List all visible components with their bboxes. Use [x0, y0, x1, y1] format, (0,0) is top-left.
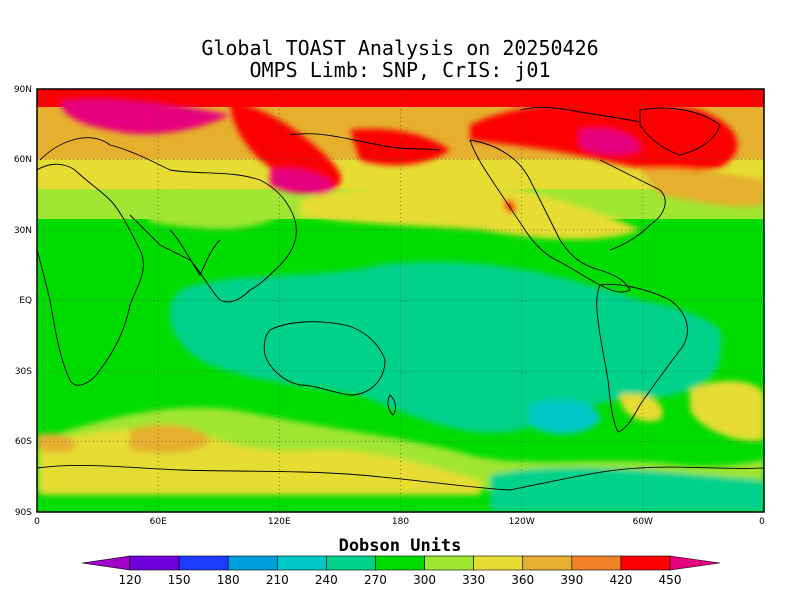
colorbar-level-label: 450: [659, 573, 682, 587]
colorbar-level-label: 240: [315, 573, 338, 587]
lat-label-30s: 30S: [15, 367, 32, 377]
arctic-canada-coastline: [519, 106, 641, 123]
colorbar-high-arrow: [669, 555, 721, 571]
field-antarctic-teal: [490, 467, 764, 512]
field-south-pacific-low: [530, 400, 600, 435]
lon-label-120w: 120W: [509, 517, 535, 527]
colorbar-swatch: [620, 555, 671, 571]
europe-asia-coastline: [39, 137, 297, 303]
field-south-orange-patch-2: [37, 433, 76, 453]
map-frame: [36, 88, 765, 513]
south-america-coastline: [596, 283, 688, 433]
colorbar-level-label: 300: [413, 573, 436, 587]
field-siberia-magenta: [270, 168, 335, 195]
field-south-atlantic-patch: [600, 299, 722, 380]
lon-label-120e: 120E: [268, 517, 291, 527]
field-south-orange-patch: [130, 424, 210, 453]
lat-label-30n: 30N: [14, 226, 32, 236]
colorbar-level-label: 180: [217, 573, 240, 587]
map-grid: [37, 89, 764, 512]
africa-coastline: [37, 163, 144, 386]
lat-label-eq: EQ: [19, 296, 32, 306]
lon-label-60e: 60E: [150, 517, 167, 527]
field-north-pacific-high: [300, 182, 640, 240]
coastlines: [37, 106, 764, 491]
field-asia-midlat: [140, 195, 280, 230]
field-south-indian-high: [620, 394, 663, 422]
colorbar-level-label: 150: [168, 573, 191, 587]
north-america-east-coastline: [599, 159, 666, 251]
lat-label-90n: 90N: [14, 85, 32, 95]
colorbar-level-label: 330: [462, 573, 485, 587]
greenland-coastline: [639, 107, 721, 156]
colorbar-title: Dobson Units: [338, 536, 462, 556]
colorbar-swatch: [276, 555, 327, 571]
lon-label-60w: 60W: [633, 517, 653, 527]
colorbar-swatch: [375, 555, 425, 571]
ozone-field: [37, 89, 764, 512]
colorbar-low-arrow: [81, 555, 131, 571]
lat-tick-labels: 90N 60N 30N EQ 30S 60S 90S: [14, 85, 32, 518]
field-tropics-patch: [169, 261, 720, 433]
colorbar-swatch: [473, 555, 524, 571]
field-north-asia-red: [230, 100, 341, 195]
indian-subcontinent-coastline: [169, 229, 221, 276]
field-north-europe-magenta: [60, 98, 230, 135]
field-bering-red: [350, 128, 450, 166]
field-canada-magenta: [580, 128, 640, 155]
north-america-coastline: [469, 139, 631, 293]
colorbar-level-label: 120: [119, 573, 142, 587]
colorbar: 120 150 180 210 240 270 300 330 360 390 420 450: [81, 555, 721, 587]
colorbar-swatch: [571, 555, 622, 571]
siberia-coastline: [289, 133, 441, 151]
colorbar-swatch: [424, 555, 474, 571]
lat-label-60s: 60S: [15, 437, 32, 447]
colorbar-level-label: 420: [609, 573, 632, 587]
colorbar-level-label: 360: [511, 573, 534, 587]
lon-label-0-left: 0: [34, 517, 40, 527]
colorbar-swatch: [227, 555, 278, 571]
colorbar-level-label: 270: [364, 573, 387, 587]
colorbar-swatch: [326, 555, 376, 571]
lat-label-60n: 60N: [14, 155, 32, 165]
new-zealand-coastline: [387, 394, 397, 416]
lat-label-90s: 90S: [15, 508, 32, 518]
lon-tick-labels: 0 60E 120E 180 120W 60W 0: [34, 517, 765, 527]
antarctica-coastline: [37, 464, 764, 491]
colorbar-swatch: [129, 555, 180, 571]
field-north-atlantic-orange: [640, 168, 764, 207]
colorbar-level-label: 210: [266, 573, 289, 587]
field-south-atlantic-high: [690, 380, 764, 441]
lon-label-180: 180: [392, 517, 409, 527]
lon-label-0-right: 0: [759, 517, 765, 527]
map-title-line-2: OMPS Limb: SNP, CrIS: j01: [249, 58, 551, 82]
map-title-line-1: Global TOAST Analysis on 20250426: [201, 36, 599, 60]
colorbar-level-label: 390: [560, 573, 583, 587]
field-patches: [37, 98, 764, 512]
australia-coastline: [263, 321, 386, 396]
colorbar-swatch: [178, 555, 229, 571]
colorbar-swatch: [522, 555, 573, 571]
